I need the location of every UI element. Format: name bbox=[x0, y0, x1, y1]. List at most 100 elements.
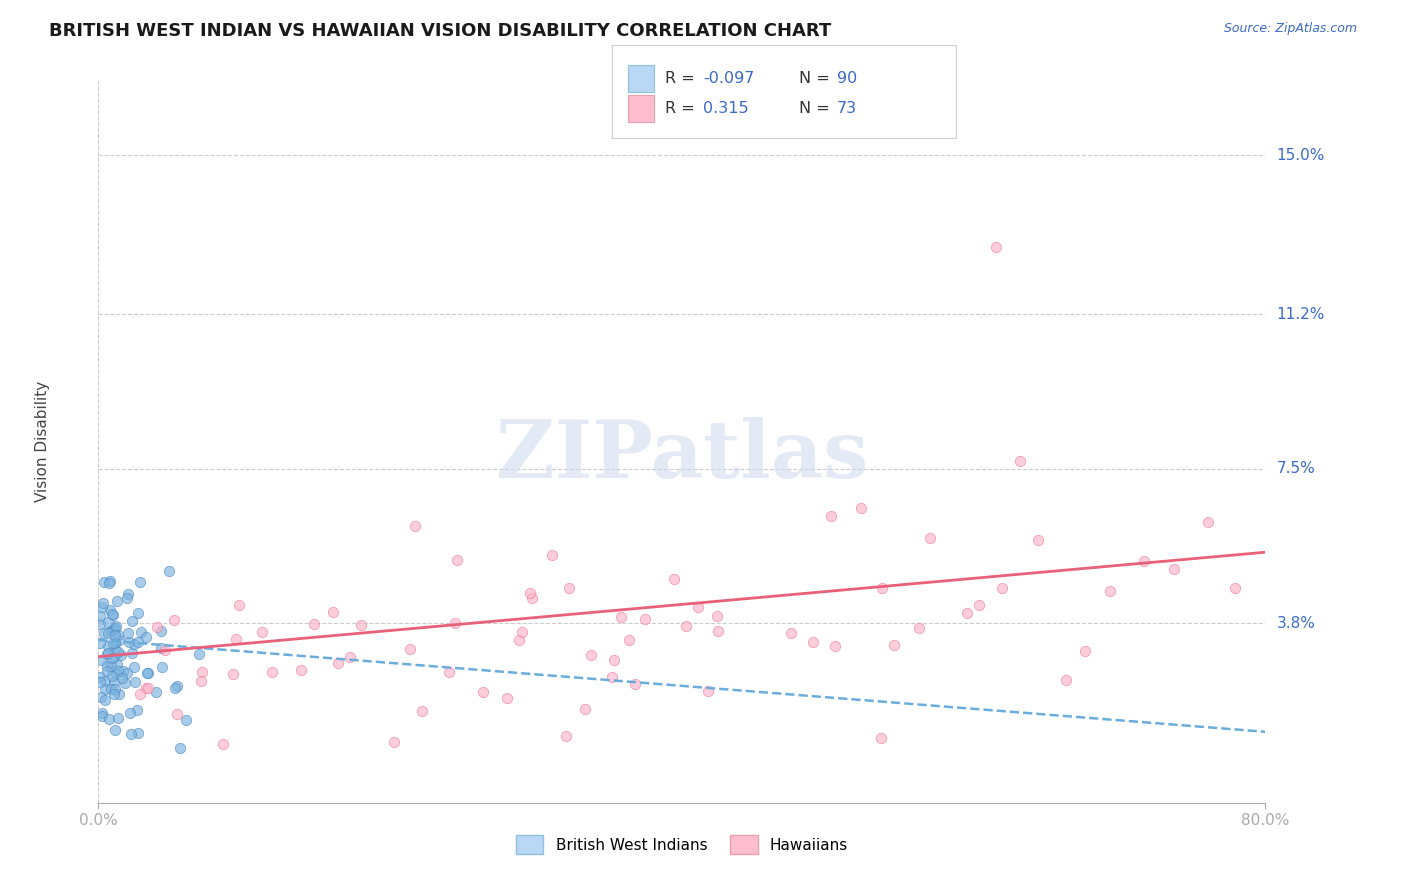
Point bbox=[984, 240, 1007, 254]
Point bbox=[446, 553, 468, 567]
Point bbox=[1132, 554, 1154, 568]
Point bbox=[129, 575, 152, 590]
Point bbox=[540, 549, 562, 563]
Point bbox=[326, 656, 349, 670]
Point bbox=[883, 638, 905, 652]
Point bbox=[101, 669, 124, 683]
Point bbox=[89, 636, 111, 650]
Point bbox=[89, 653, 111, 667]
Point bbox=[117, 591, 139, 606]
Point bbox=[117, 587, 139, 601]
Point bbox=[97, 639, 120, 653]
Point bbox=[96, 659, 118, 673]
Text: 3.8%: 3.8% bbox=[1277, 615, 1316, 631]
Text: 73: 73 bbox=[837, 102, 856, 116]
Point bbox=[321, 605, 343, 619]
Point bbox=[111, 672, 134, 686]
Point bbox=[920, 531, 942, 545]
Point bbox=[89, 674, 111, 689]
Point bbox=[624, 677, 647, 691]
Point bbox=[697, 684, 720, 698]
Point bbox=[991, 582, 1014, 596]
Point bbox=[437, 665, 460, 679]
Point bbox=[115, 666, 138, 681]
Legend: British West Indians, Hawaiians: British West Indians, Hawaiians bbox=[510, 830, 853, 860]
Point bbox=[117, 635, 139, 649]
Text: 7.5%: 7.5% bbox=[1277, 461, 1315, 476]
Point bbox=[103, 621, 125, 635]
Point bbox=[97, 615, 120, 629]
Point bbox=[127, 635, 149, 649]
Text: 90: 90 bbox=[837, 71, 856, 86]
Point bbox=[225, 632, 247, 646]
Point bbox=[222, 667, 245, 681]
Point bbox=[1008, 454, 1031, 468]
Point bbox=[90, 690, 112, 705]
Point bbox=[675, 619, 697, 633]
Text: 11.2%: 11.2% bbox=[1277, 307, 1324, 322]
Point bbox=[600, 670, 623, 684]
Point bbox=[96, 665, 118, 679]
Point bbox=[1163, 562, 1185, 576]
Point bbox=[662, 572, 685, 586]
Point bbox=[849, 501, 872, 516]
Point bbox=[103, 650, 125, 665]
Point bbox=[98, 574, 121, 589]
Point bbox=[135, 631, 157, 645]
Point bbox=[1028, 533, 1050, 547]
Point bbox=[302, 616, 325, 631]
Point bbox=[779, 626, 801, 640]
Point bbox=[820, 509, 842, 524]
Point bbox=[127, 606, 149, 620]
Point bbox=[558, 582, 581, 596]
Point bbox=[510, 625, 533, 640]
Text: Vision Disability: Vision Disability bbox=[35, 381, 49, 502]
Point bbox=[97, 646, 120, 660]
Point bbox=[114, 675, 136, 690]
Point bbox=[250, 624, 273, 639]
Point bbox=[176, 713, 198, 727]
Point bbox=[104, 682, 127, 697]
Point bbox=[411, 704, 433, 718]
Point bbox=[104, 628, 127, 642]
Point bbox=[89, 670, 111, 684]
Point bbox=[145, 684, 167, 698]
Point bbox=[609, 610, 631, 624]
Point bbox=[519, 586, 541, 600]
Point bbox=[339, 650, 361, 665]
Point bbox=[103, 686, 125, 700]
Point bbox=[93, 574, 115, 589]
Point bbox=[150, 660, 173, 674]
Point bbox=[617, 632, 640, 647]
Point bbox=[603, 653, 626, 667]
Point bbox=[157, 564, 180, 578]
Point bbox=[107, 711, 129, 725]
Point bbox=[121, 614, 143, 628]
Point bbox=[166, 707, 188, 722]
Point bbox=[956, 606, 979, 620]
Text: Source: ZipAtlas.com: Source: ZipAtlas.com bbox=[1223, 22, 1357, 36]
Point bbox=[129, 625, 152, 640]
Text: R =: R = bbox=[665, 102, 700, 116]
Point bbox=[1054, 673, 1077, 688]
Point bbox=[404, 519, 426, 533]
Point bbox=[120, 727, 142, 741]
Point bbox=[98, 575, 121, 590]
Point bbox=[870, 581, 893, 595]
Point bbox=[1197, 516, 1219, 530]
Point bbox=[122, 636, 145, 650]
Point bbox=[110, 648, 132, 663]
Point bbox=[1074, 644, 1097, 658]
Point bbox=[146, 620, 169, 634]
Point bbox=[398, 642, 420, 657]
Point bbox=[91, 706, 114, 720]
Point bbox=[100, 624, 122, 639]
Point bbox=[382, 734, 405, 748]
Point bbox=[125, 703, 148, 717]
Point bbox=[967, 598, 990, 612]
Point bbox=[104, 619, 127, 633]
Point bbox=[107, 628, 129, 642]
Point bbox=[228, 598, 250, 612]
Point bbox=[101, 607, 124, 622]
Point bbox=[520, 591, 543, 606]
